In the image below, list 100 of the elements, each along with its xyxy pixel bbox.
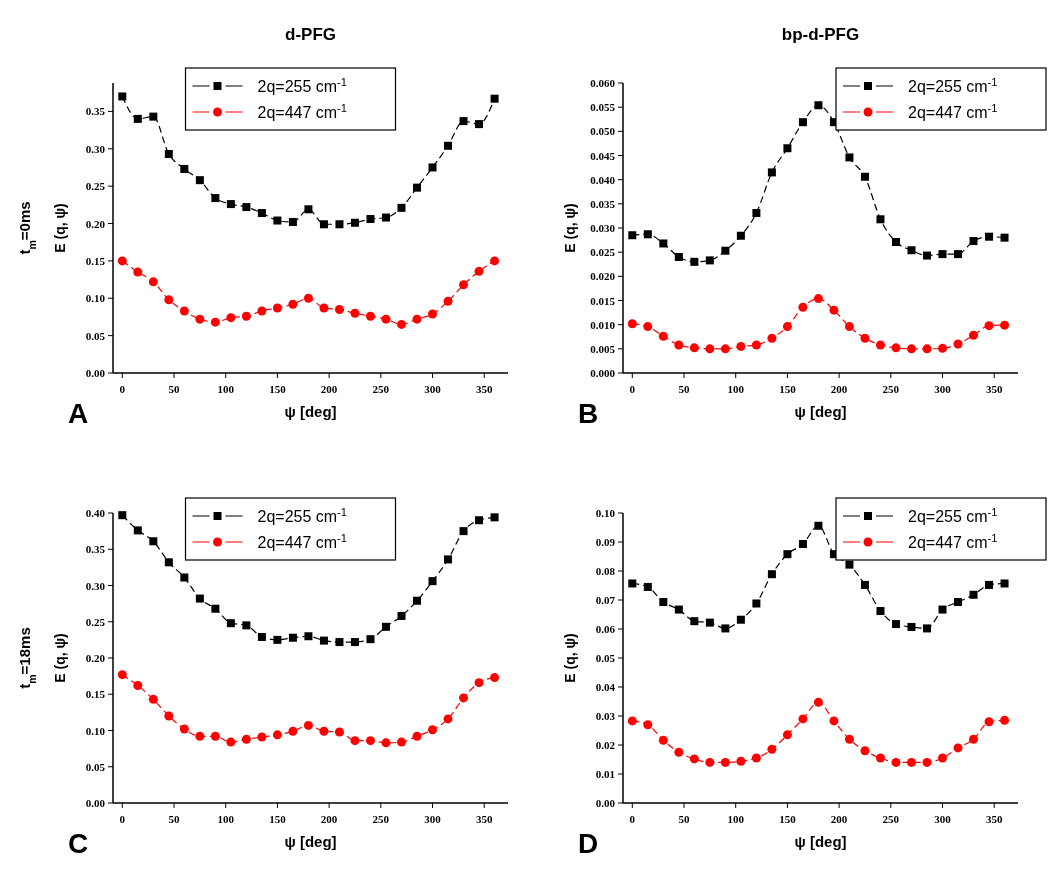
point	[164, 150, 173, 159]
point	[164, 558, 173, 567]
point	[195, 176, 204, 185]
point	[413, 183, 422, 192]
point	[350, 638, 359, 647]
point	[798, 714, 808, 724]
text: D	[578, 828, 599, 859]
y-tick-label: 0.09	[595, 536, 616, 548]
point	[149, 112, 158, 121]
x-tick-label: 200	[830, 813, 848, 825]
x-tick-label: 250	[882, 813, 900, 825]
point	[736, 231, 745, 240]
point	[705, 618, 714, 627]
x-tick-label: 150	[779, 383, 797, 395]
point	[273, 635, 282, 644]
point	[444, 141, 453, 150]
point	[643, 322, 653, 332]
point	[226, 200, 235, 209]
point	[210, 317, 220, 327]
point	[783, 144, 792, 153]
point	[366, 215, 375, 224]
legend-label: 2q=255 cm$^{-1}$	[257, 76, 348, 95]
legend-label: 2q=255 cm$^{-1}$	[908, 76, 998, 95]
x-tick-label: 150	[269, 813, 287, 825]
x-tick-label: 350	[475, 813, 493, 825]
point	[133, 114, 142, 123]
point	[907, 622, 916, 631]
point	[953, 339, 963, 349]
point	[164, 711, 174, 721]
x-tick-label: 200	[320, 813, 338, 825]
point	[938, 250, 947, 259]
x-tick-label: 300	[934, 383, 952, 395]
point	[474, 678, 484, 688]
point	[304, 205, 313, 214]
point	[413, 596, 422, 605]
y-tick-label: 0.25	[85, 615, 106, 628]
point	[985, 232, 994, 241]
point	[475, 120, 484, 129]
point	[319, 636, 328, 645]
point	[767, 333, 777, 343]
y-tick-label: 0.07	[595, 594, 616, 606]
point	[304, 632, 313, 641]
x-tick-label: 50	[678, 383, 691, 395]
text: C	[68, 828, 89, 859]
point	[443, 296, 453, 306]
point	[257, 209, 266, 218]
point	[381, 314, 391, 324]
point	[490, 673, 500, 683]
point	[180, 164, 189, 173]
point	[211, 194, 220, 203]
point	[844, 734, 854, 744]
point	[365, 311, 375, 321]
y-tick-label: 0.30	[85, 579, 106, 592]
point	[845, 153, 854, 162]
point	[303, 720, 313, 730]
point	[752, 209, 761, 218]
point	[690, 617, 699, 626]
point	[319, 220, 328, 229]
x-tick-label: 50	[168, 383, 181, 395]
y-tick-label: 0.15	[85, 254, 106, 267]
point	[319, 726, 329, 736]
point	[643, 582, 652, 591]
point	[829, 305, 839, 315]
point	[397, 203, 406, 212]
point	[257, 632, 266, 641]
x-axis-title: ψ [deg]	[794, 403, 847, 420]
y-tick-label: 0.045	[590, 149, 616, 162]
y-tick-label: 0.020	[590, 270, 616, 283]
x-tick-label: 100	[727, 813, 745, 825]
legend-label: 2q=255 cm$^{-1}$	[908, 506, 998, 525]
y-tick-label: 0.10	[85, 292, 106, 305]
point	[736, 341, 746, 351]
point	[226, 737, 236, 747]
point	[180, 573, 189, 582]
point	[350, 218, 359, 227]
point	[782, 322, 792, 332]
x-tick-label: 300	[934, 813, 952, 825]
y-tick-label: 0.08	[595, 565, 616, 577]
point	[273, 216, 282, 225]
y-tick-label: 0.40	[85, 507, 106, 519]
point	[334, 727, 344, 737]
point	[365, 736, 375, 746]
point	[335, 638, 344, 647]
point	[985, 580, 994, 589]
point	[752, 599, 761, 608]
point	[751, 753, 761, 763]
point	[257, 732, 267, 742]
y-tick-label: 0.015	[590, 294, 616, 307]
y-tick-label: 0.06	[595, 623, 616, 635]
y-tick-label: 0.000	[590, 367, 616, 379]
point	[829, 716, 839, 726]
point	[288, 633, 297, 642]
point	[350, 736, 360, 746]
point	[658, 331, 668, 341]
point	[1000, 579, 1009, 588]
point	[459, 117, 468, 126]
point	[659, 598, 668, 607]
x-tick-label: 350	[475, 383, 493, 395]
point	[798, 118, 807, 127]
point	[907, 344, 916, 354]
